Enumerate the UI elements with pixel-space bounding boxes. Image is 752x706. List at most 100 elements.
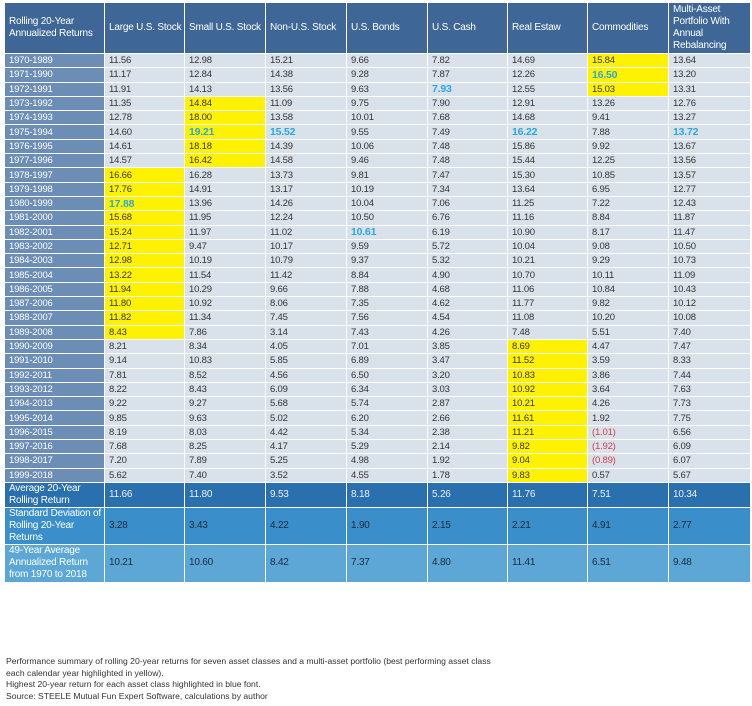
return-cell: 10.43 xyxy=(668,281,751,298)
return-cell: 8.25 xyxy=(184,439,266,455)
return-cell: 11.87 xyxy=(668,210,751,226)
period-label: 1980-1999 xyxy=(4,195,105,212)
return-cell: 9.47 xyxy=(184,238,266,255)
summary-row: Average 20-Year Rolling Return 11.66 11.80… xyxy=(4,481,751,508)
return-cell: 5.72 xyxy=(427,238,508,255)
return-cell: 12.91 xyxy=(507,95,588,112)
column-header: Multi-Asset Portfolio With Annual Rebala… xyxy=(668,2,751,54)
table-row: 1981-2000 15.68 11.95 12.24 10.50 6.76 11.16 8.… xyxy=(4,210,751,226)
return-cell: 5.02 xyxy=(265,410,347,426)
return-cell: 15.52 xyxy=(265,124,347,140)
return-cell: 9.55 xyxy=(346,124,428,140)
table-row: 1987-2006 11.80 10.92 8.06 7.35 4.62 11.77 9.82… xyxy=(4,296,751,312)
period-label: 1995-2014 xyxy=(4,410,105,426)
column-header: U.S. Cash xyxy=(427,2,508,54)
return-cell: 8.33 xyxy=(668,353,751,369)
return-cell: 9.75 xyxy=(346,95,428,112)
return-cell: 16.22 xyxy=(507,124,588,140)
table-row: 1975-1994 14.60 19.21 15.52 9.55 7.49 16.22 7.8… xyxy=(4,124,751,140)
return-cell: 13.67 xyxy=(668,138,751,155)
return-cell: 4.62 xyxy=(427,296,508,312)
return-cell: 11.09 xyxy=(668,267,751,283)
table-row: 1982-2001 15.24 11.97 11.02 10.61 6.19 10.90 8.… xyxy=(4,224,751,240)
return-cell: 14.61 xyxy=(104,138,185,155)
return-cell: 7.45 xyxy=(265,310,347,326)
return-cell: 8.22 xyxy=(104,381,185,398)
return-cell: 10.20 xyxy=(587,310,669,326)
return-cell: 10.12 xyxy=(668,296,751,312)
return-cell: 10.19 xyxy=(184,253,266,269)
return-cell: 3.47 xyxy=(427,353,508,369)
return-cell: 10.70 xyxy=(507,267,588,283)
return-cell: 9.27 xyxy=(184,396,266,412)
return-cell: 0.57 xyxy=(587,467,669,483)
return-cell: 12.24 xyxy=(265,210,347,226)
table-row: 1976-1995 14.61 18.18 14.39 10.06 7.48 15.86 9.… xyxy=(4,138,751,155)
return-cell: 11.61 xyxy=(507,410,588,426)
return-cell: 9.04 xyxy=(507,453,588,469)
return-cell: 6.09 xyxy=(265,381,347,398)
period-label: 1994-2013 xyxy=(4,396,105,412)
table-row: 1992-2011 7.81 8.52 4.56 6.50 3.20 10.83 3.86 7.… xyxy=(4,367,751,383)
return-cell: 8.06 xyxy=(265,296,347,312)
table-row: 1978-1997 16.66 16.28 13.73 9.81 7.47 15.30 10.… xyxy=(4,167,751,183)
return-cell: (0.89) xyxy=(587,453,669,469)
return-cell: 10.04 xyxy=(346,195,428,212)
return-cell: 19.21 xyxy=(184,124,266,140)
return-cell: 7.40 xyxy=(668,324,751,340)
return-cell: 7.81 xyxy=(104,367,185,383)
return-cell: 13.56 xyxy=(265,81,347,97)
column-header: Commodities xyxy=(587,2,669,54)
return-cell: 4.47 xyxy=(587,338,669,355)
return-cell: 7.49 xyxy=(427,124,508,140)
return-cell: 16.28 xyxy=(184,167,266,183)
return-cell: 7.22 xyxy=(587,195,669,212)
return-cell: 13.64 xyxy=(507,181,588,197)
return-cell: 9.82 xyxy=(507,439,588,455)
return-cell: 5.68 xyxy=(265,396,347,412)
table-row: 1993-2012 8.22 8.43 6.09 6.34 3.03 10.92 3.64 7.… xyxy=(4,381,751,398)
return-cell: 10.61 xyxy=(346,224,428,240)
return-cell: 7.68 xyxy=(427,110,508,126)
period-label: 1978-1997 xyxy=(4,167,105,183)
return-cell: 1.78 xyxy=(427,467,508,483)
return-cell: 11.47 xyxy=(668,224,751,240)
return-cell: 11.91 xyxy=(104,81,185,97)
return-cell: 13.72 xyxy=(668,124,751,140)
period-label: 1997-2016 xyxy=(4,439,105,455)
return-cell: 14.13 xyxy=(184,81,266,97)
return-cell: 12.26 xyxy=(507,67,588,83)
return-cell: 11.54 xyxy=(184,267,266,283)
table-row: 1983-2002 12.71 9.47 10.17 9.59 5.72 10.04 9.08… xyxy=(4,238,751,255)
return-cell: 9.37 xyxy=(346,253,428,269)
return-cell: 7.86 xyxy=(184,324,266,340)
return-cell: 7.63 xyxy=(668,381,751,398)
return-cell: 13.96 xyxy=(184,195,266,212)
return-cell: 8.69 xyxy=(507,338,588,355)
return-cell: 8.19 xyxy=(104,424,185,441)
return-cell: 13.26 xyxy=(587,95,669,112)
period-label: 1987-2006 xyxy=(4,296,105,312)
summary-label: 49-Year Average Annualized Return from 1… xyxy=(4,543,105,583)
caption-line: Highest 20-year return for each asset cl… xyxy=(6,679,261,689)
return-cell: 14.91 xyxy=(184,181,266,197)
return-cell: 6.76 xyxy=(427,210,508,226)
return-cell: 4.55 xyxy=(346,467,428,483)
return-cell: 12.77 xyxy=(668,181,751,197)
summary-cell: 2.21 xyxy=(507,506,588,545)
return-cell: 11.35 xyxy=(104,95,185,112)
return-cell: 11.80 xyxy=(104,296,185,312)
summary-cell: 11.80 xyxy=(184,481,266,508)
return-cell: 8.34 xyxy=(184,338,266,355)
return-cell: 14.26 xyxy=(265,195,347,212)
return-cell: 11.08 xyxy=(507,310,588,326)
return-cell: 11.02 xyxy=(265,224,347,240)
return-cell: 7.73 xyxy=(668,396,751,412)
return-cell: 10.92 xyxy=(184,296,266,312)
return-cell: 9.82 xyxy=(587,296,669,312)
return-cell: 7.56 xyxy=(346,310,428,326)
return-cell: 14.58 xyxy=(265,153,347,169)
return-cell: 5.34 xyxy=(346,424,428,441)
return-cell: 11.82 xyxy=(104,310,185,326)
return-cell: 7.88 xyxy=(346,281,428,298)
